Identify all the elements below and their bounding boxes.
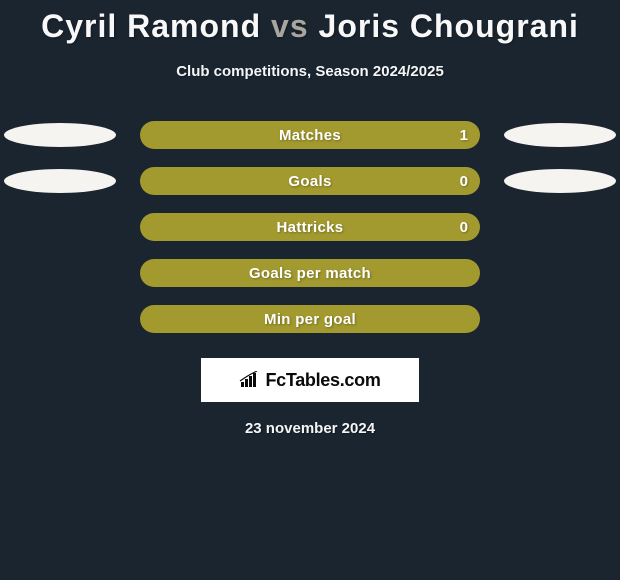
stat-row: Matches 1 bbox=[0, 112, 620, 158]
stat-bar: Goals 0 bbox=[140, 167, 480, 195]
stat-label: Goals bbox=[288, 173, 331, 190]
stat-row: Hattricks 0 bbox=[0, 204, 620, 250]
brand-logo[interactable]: FcTables.com bbox=[201, 358, 419, 402]
stat-row: Goals per match bbox=[0, 250, 620, 296]
comparison-widget: Cyril Ramond vs Joris Chougrani Club com… bbox=[0, 0, 620, 437]
player2-indicator bbox=[504, 123, 616, 147]
player2-name: Joris Chougrani bbox=[319, 8, 579, 44]
stat-label: Hattricks bbox=[277, 219, 344, 236]
player1-name: Cyril Ramond bbox=[41, 8, 261, 44]
brand-logo-content: FcTables.com bbox=[239, 370, 380, 391]
chart-icon bbox=[239, 371, 261, 389]
stat-label: Matches bbox=[279, 127, 341, 144]
stat-row: Min per goal bbox=[0, 296, 620, 342]
stat-value: 1 bbox=[460, 127, 468, 144]
stat-value: 0 bbox=[460, 173, 468, 190]
competition-subtitle: Club competitions, Season 2024/2025 bbox=[0, 63, 620, 80]
player1-indicator bbox=[4, 123, 116, 147]
stat-bar: Goals per match bbox=[140, 259, 480, 287]
stat-value: 0 bbox=[460, 219, 468, 236]
player2-indicator bbox=[504, 169, 616, 193]
brand-text: FcTables.com bbox=[265, 370, 380, 391]
stat-bar: Hattricks 0 bbox=[140, 213, 480, 241]
page-title: Cyril Ramond vs Joris Chougrani bbox=[0, 8, 620, 45]
stat-bar: Min per goal bbox=[140, 305, 480, 333]
stat-label: Min per goal bbox=[264, 311, 356, 328]
stat-label: Goals per match bbox=[249, 265, 371, 282]
stat-bar: Matches 1 bbox=[140, 121, 480, 149]
snapshot-date: 23 november 2024 bbox=[0, 420, 620, 437]
stat-row: Goals 0 bbox=[0, 158, 620, 204]
vs-separator: vs bbox=[271, 8, 309, 44]
player1-indicator bbox=[4, 169, 116, 193]
stats-list: Matches 1 Goals 0 Hattricks 0 Goals per match M… bbox=[0, 112, 620, 342]
